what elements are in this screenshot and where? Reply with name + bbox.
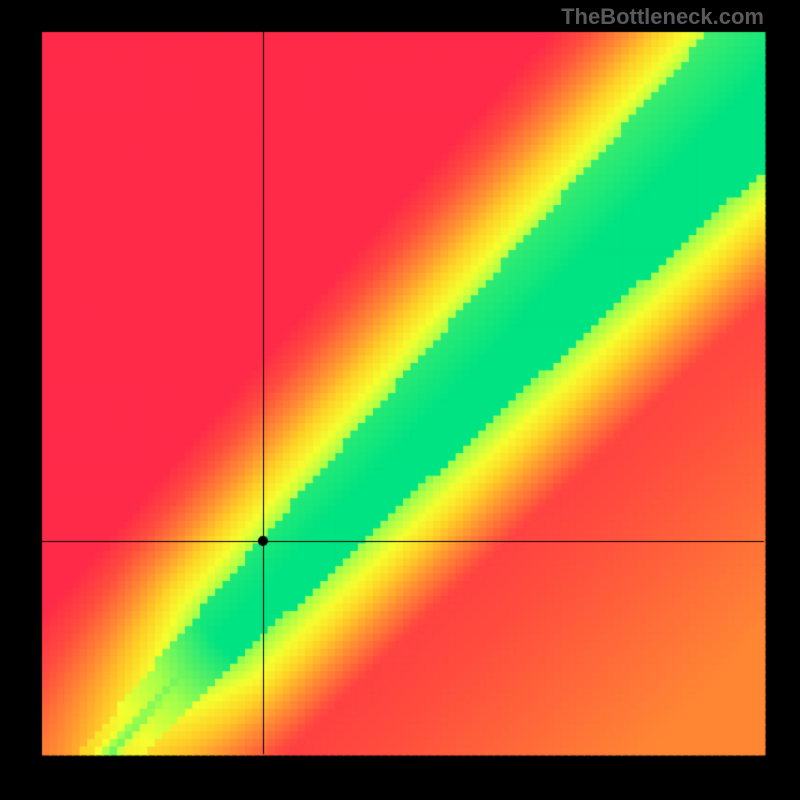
watermark-text: TheBottleneck.com xyxy=(561,4,764,30)
heatmap-canvas xyxy=(0,0,800,800)
chart-container: TheBottleneck.com xyxy=(0,0,800,800)
